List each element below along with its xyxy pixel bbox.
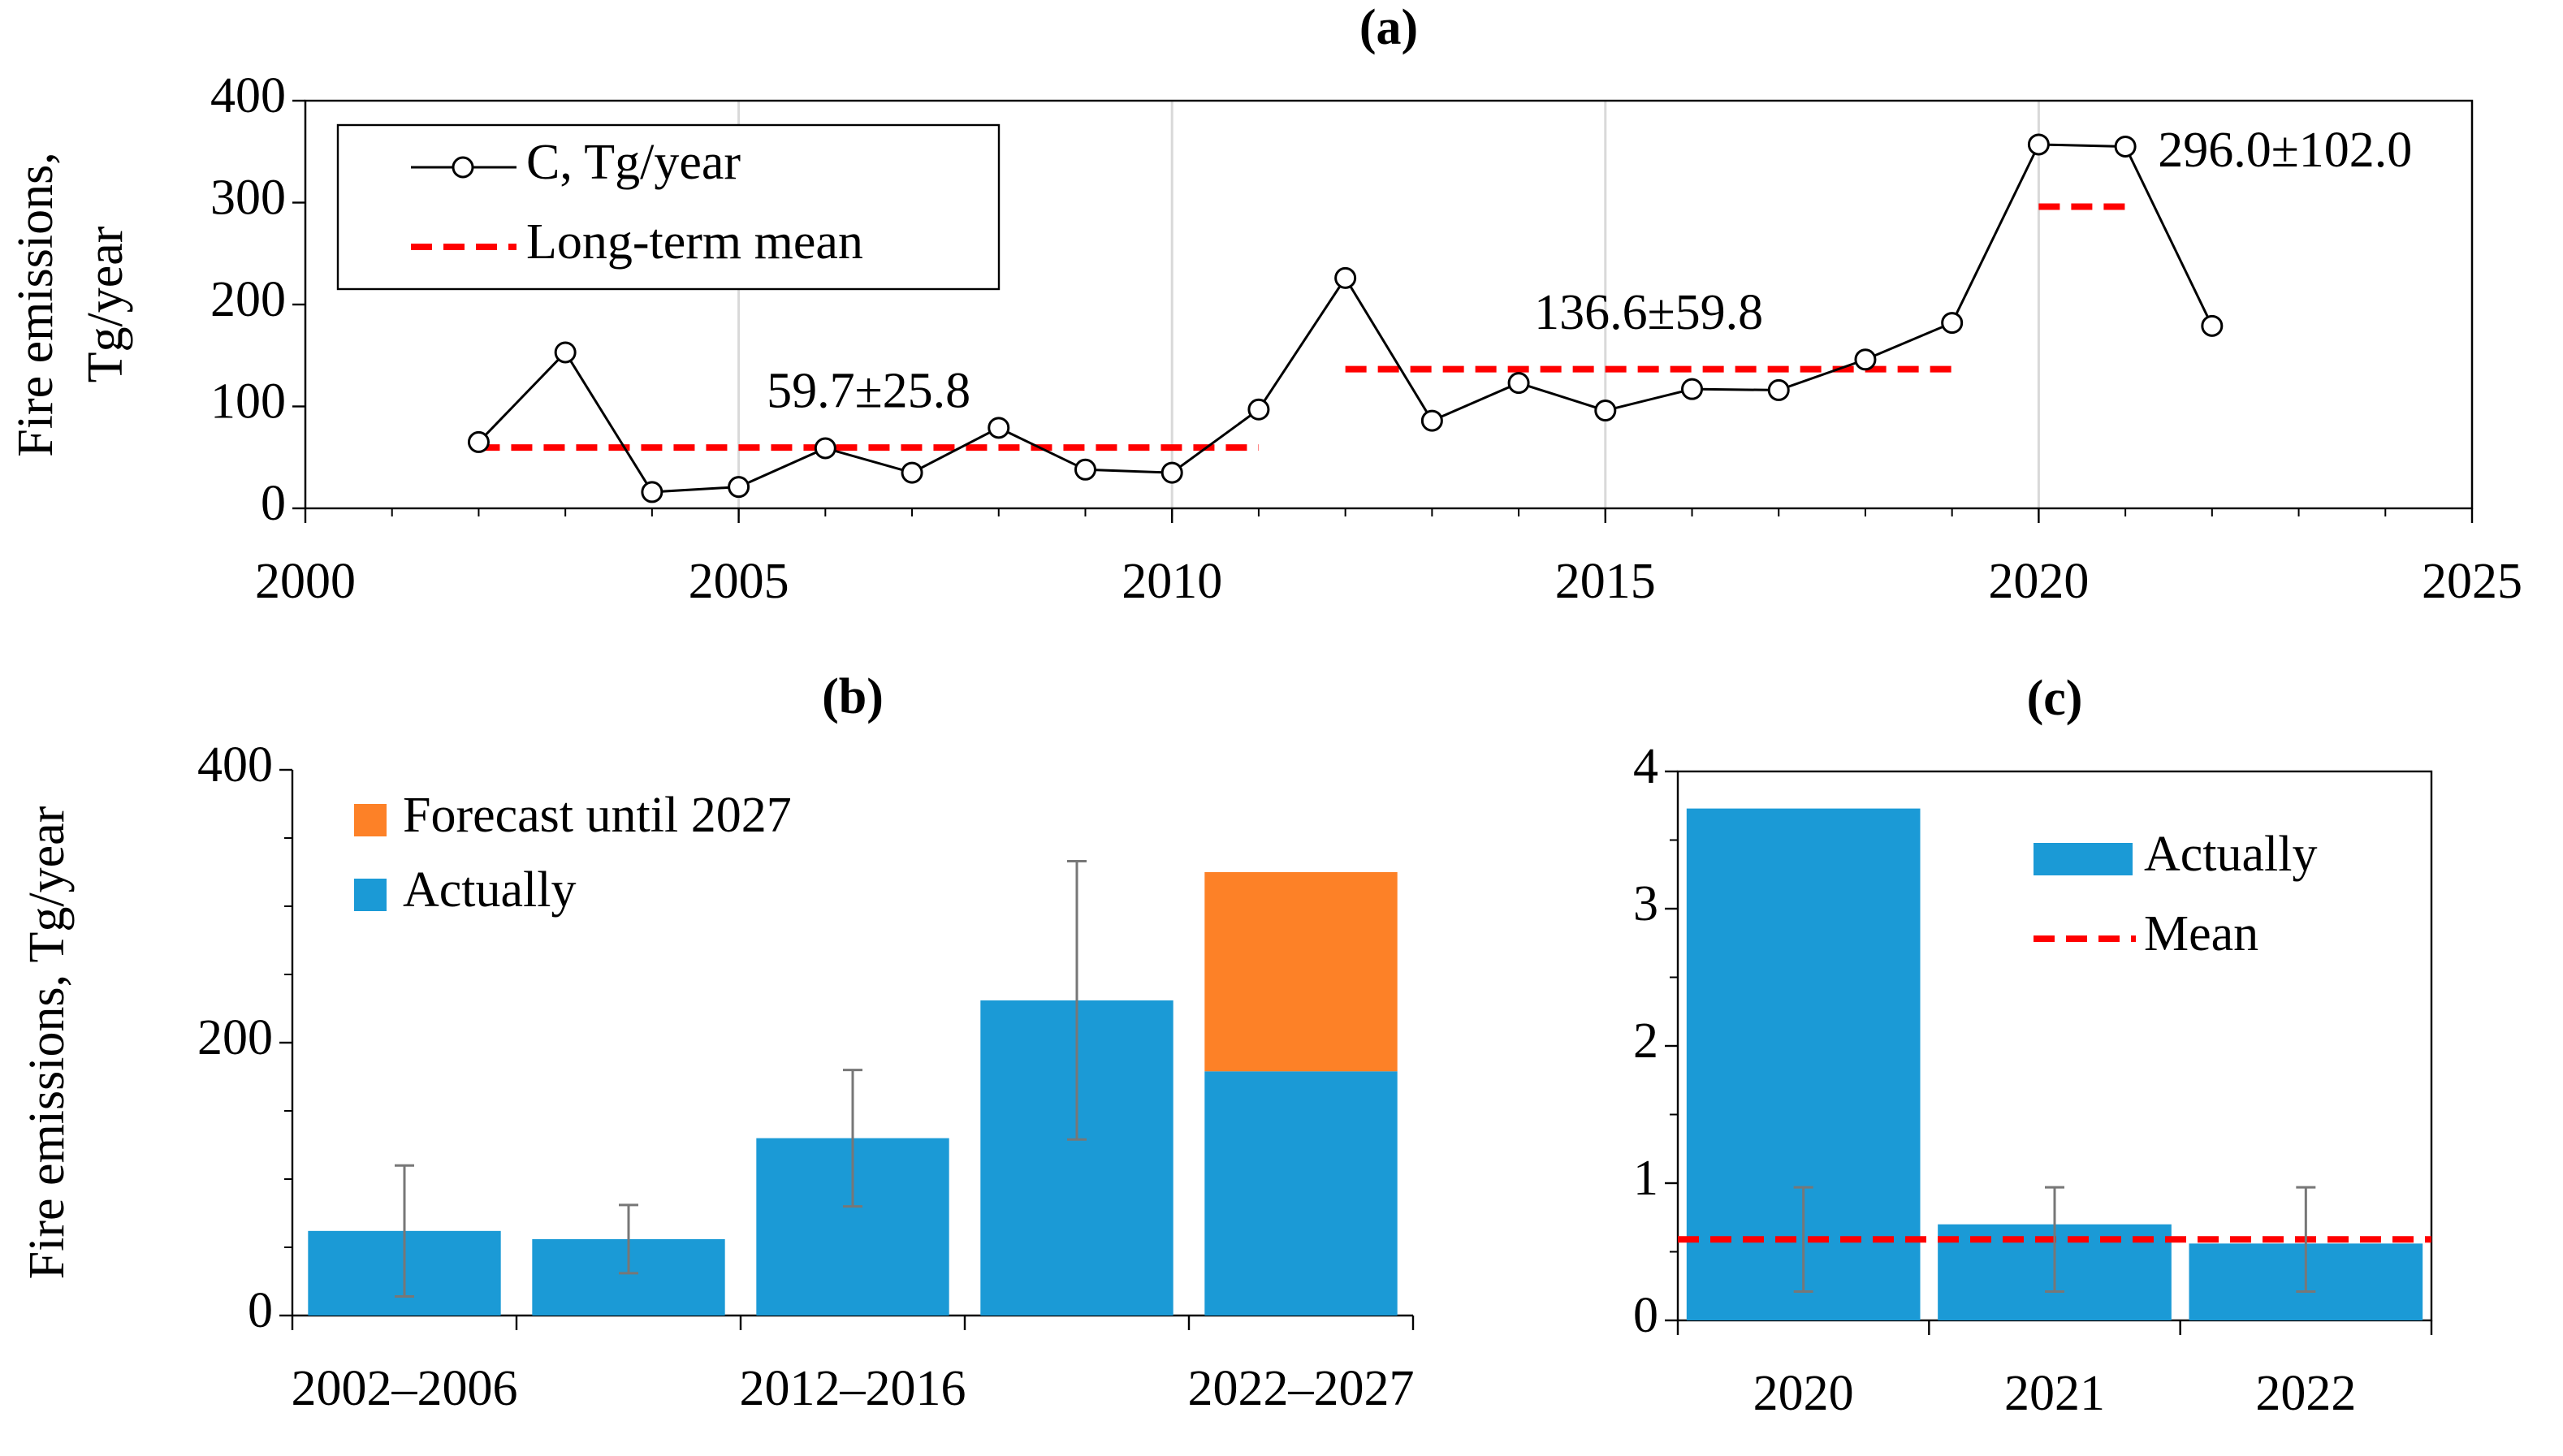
legend-label: Forecast until 2027 [403, 788, 792, 843]
data-point [1507, 372, 1530, 395]
data-point [1767, 378, 1790, 401]
y-tick-label: 3 [1633, 876, 1658, 931]
data-point [641, 481, 663, 503]
data-point [988, 417, 1010, 439]
y-tick-label: 300 [210, 171, 286, 226]
x-tick-label: 2020 [1753, 1366, 1854, 1421]
y-tick-label: 1 [1633, 1151, 1658, 1206]
data-point [467, 430, 490, 453]
x-tick-label: 2010 [1122, 554, 1222, 609]
bar [1204, 872, 1398, 1072]
y-tick-label: 400 [210, 68, 286, 123]
data-point [554, 341, 577, 364]
x-tick-label: 2005 [689, 554, 789, 609]
data-point [1074, 458, 1096, 481]
legend-label: Actually [403, 862, 577, 918]
x-tick-label: 2012–2016 [740, 1361, 966, 1416]
legend-swatch [2034, 843, 2133, 875]
x-tick-label: 2022 [2255, 1366, 2356, 1421]
y-tick-label: 400 [197, 737, 273, 793]
legend-label: Actually [2144, 827, 2318, 882]
y-axis-label: Tg/year [78, 226, 133, 382]
legend-label: Mean [2144, 906, 2258, 961]
mean-label: 59.7±25.8 [767, 363, 970, 418]
legend-label: C, Tg/year [526, 135, 741, 190]
y-axis-label: Fire emissions, [8, 152, 63, 456]
data-point [1420, 409, 1443, 432]
data-point [2027, 133, 2050, 156]
mean-label: 296.0±102.0 [2158, 123, 2412, 178]
y-tick-label: 0 [261, 476, 286, 531]
y-tick-label: 4 [1633, 739, 1658, 794]
y-tick-label: 2 [1633, 1013, 1658, 1069]
legend-box [336, 123, 1001, 291]
x-tick-label: 2021 [2004, 1366, 2105, 1421]
data-point [1334, 266, 1357, 289]
x-tick-label: 2015 [1555, 554, 1656, 609]
data-point [814, 437, 836, 460]
data-point [901, 461, 923, 484]
data-point [1941, 312, 1964, 335]
mean-label: 136.6±59.8 [1534, 285, 1763, 340]
x-tick-label: 2020 [1988, 554, 2089, 609]
data-point [2201, 314, 2224, 337]
chart-title: (b) [822, 669, 884, 724]
y-tick-label: 0 [248, 1283, 273, 1338]
y-tick-label: 100 [210, 374, 286, 430]
y-tick-label: 0 [1633, 1288, 1658, 1343]
chart-title: (a) [1359, 0, 1418, 55]
data-point [1854, 348, 1877, 371]
legend-label: Long-term mean [526, 214, 863, 270]
data-point [1160, 461, 1183, 484]
x-tick-label: 2002–2006 [292, 1361, 518, 1416]
data-point [2114, 135, 2137, 158]
legend-swatch [354, 804, 387, 836]
legend-swatch [354, 879, 387, 911]
y-tick-label: 200 [210, 272, 286, 327]
y-tick-label: 200 [197, 1010, 273, 1065]
data-point [728, 476, 750, 499]
bar [1204, 1071, 1398, 1316]
x-tick-label: 2000 [255, 554, 356, 609]
data-point [1681, 378, 1704, 400]
data-point [1594, 400, 1617, 422]
data-point [1247, 398, 1270, 421]
chart-title: (c) [2027, 671, 2083, 726]
x-tick-label: 2022–2027 [1188, 1361, 1415, 1416]
legend-swatch [452, 156, 474, 179]
y-axis-label: Fire emissions, Tg/year [19, 806, 75, 1279]
x-tick-label: 2025 [2422, 554, 2522, 609]
